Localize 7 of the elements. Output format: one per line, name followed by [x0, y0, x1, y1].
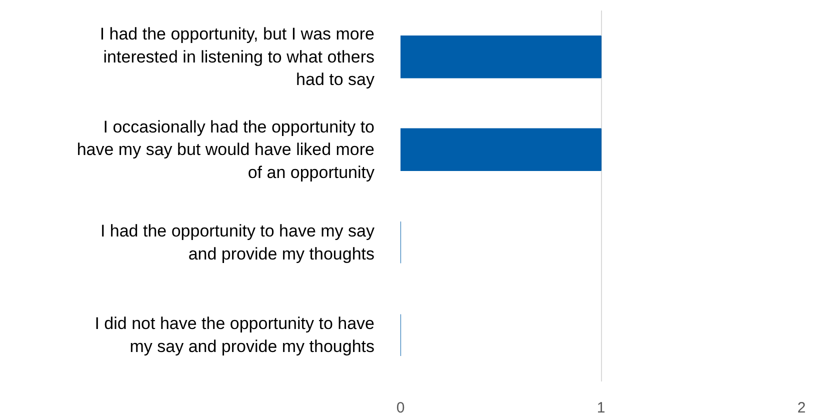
- x-tick-label: 1: [596, 400, 606, 415]
- y-tick-label: I did not have the opportunity to have my say and provide my thoughts: [94, 314, 375, 356]
- y-tick-label: I had the opportunity to have my say and provide my thoughts: [100, 221, 375, 264]
- x-tick-label: 2: [797, 400, 806, 415]
- x-tick-label: 0: [396, 400, 405, 415]
- y-tick-label: I occasionally had the opportunity to have my say but would have liked more of an opportunity: [76, 117, 375, 182]
- y-tick-label: I had the opportunity, but I was more interested in listening to what others had to say: [100, 24, 375, 90]
